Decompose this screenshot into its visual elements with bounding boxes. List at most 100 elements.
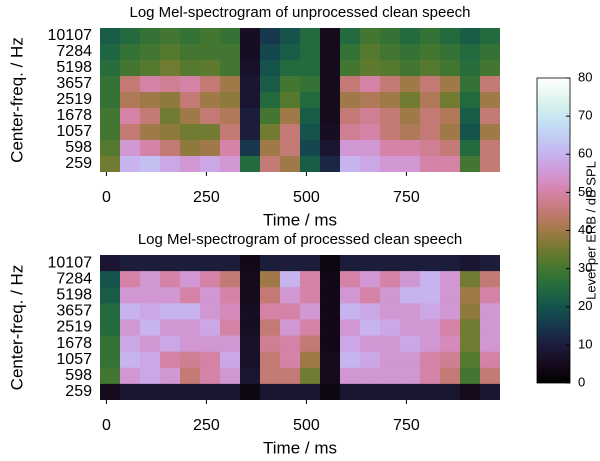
x-tick-label: 250 — [193, 417, 220, 434]
cell — [340, 303, 361, 320]
cell — [480, 140, 500, 157]
cell — [320, 156, 341, 172]
cell — [260, 28, 281, 45]
cell — [440, 287, 461, 304]
cell — [260, 383, 281, 400]
cell — [300, 271, 321, 288]
cell — [100, 303, 121, 320]
cell — [380, 140, 401, 157]
cell — [300, 156, 321, 172]
x-axis-label: Time / ms — [263, 438, 337, 457]
cell — [380, 44, 401, 61]
cell — [280, 156, 301, 172]
cell — [320, 383, 341, 400]
cell — [280, 92, 301, 109]
y-axis-label: Center-freq. / Hz — [7, 265, 26, 391]
cell — [160, 108, 181, 125]
cell — [320, 92, 341, 109]
cell — [220, 108, 241, 125]
cell — [220, 271, 241, 288]
cell — [340, 156, 361, 172]
cell — [100, 335, 121, 353]
chart-title: Log Mel-spectrogram of unprocessed clean… — [129, 4, 470, 21]
cell — [360, 28, 381, 45]
cell — [180, 124, 201, 141]
cell — [380, 383, 401, 400]
cell — [320, 108, 341, 125]
cell — [300, 60, 321, 77]
cell — [300, 140, 321, 157]
colorbar-tick-label: 20 — [578, 298, 592, 313]
cell — [440, 140, 461, 157]
cell — [460, 76, 481, 93]
cell — [460, 108, 481, 125]
cell — [260, 124, 281, 141]
cell — [300, 383, 321, 400]
y-tick-label: 10107 — [48, 27, 93, 44]
cell — [160, 124, 181, 141]
cell — [220, 156, 241, 172]
cell — [220, 383, 241, 400]
y-tick-label: 5198 — [56, 59, 92, 76]
cell — [300, 303, 321, 320]
cell — [380, 255, 401, 272]
cell — [460, 287, 481, 304]
cell — [120, 271, 141, 288]
cell — [480, 303, 500, 320]
cell — [480, 124, 500, 141]
cell — [320, 287, 341, 304]
cell — [140, 319, 161, 337]
cell — [340, 319, 361, 337]
cell — [120, 156, 141, 172]
cell — [440, 271, 461, 288]
cell — [480, 76, 500, 93]
cell — [140, 255, 161, 272]
cell — [180, 335, 201, 353]
cell — [280, 124, 301, 141]
cell — [200, 383, 221, 400]
cell — [200, 271, 221, 288]
cell — [120, 335, 141, 353]
cell — [280, 140, 301, 157]
cell — [460, 255, 481, 272]
cell — [260, 351, 281, 369]
cell — [440, 303, 461, 320]
cell — [380, 319, 401, 337]
cell — [240, 351, 261, 369]
cell — [280, 383, 301, 400]
cell — [320, 335, 341, 353]
cell — [480, 92, 500, 109]
cell — [420, 335, 441, 353]
cell — [120, 60, 141, 77]
cell — [420, 76, 441, 93]
cell — [160, 92, 181, 109]
cell — [280, 255, 301, 272]
x-tick-label: 500 — [293, 189, 320, 206]
x-axis-label: Time / ms — [263, 210, 337, 229]
cell — [240, 255, 261, 272]
cell — [400, 319, 421, 337]
cell — [460, 124, 481, 141]
cell — [340, 271, 361, 288]
cell — [460, 44, 481, 61]
cell — [300, 255, 321, 272]
cell — [180, 303, 201, 320]
cell — [260, 287, 281, 304]
cell — [240, 319, 261, 337]
cell — [400, 44, 421, 61]
cell — [400, 351, 421, 369]
cell — [320, 124, 341, 141]
cell — [140, 60, 161, 77]
cell — [420, 140, 441, 157]
cell — [360, 271, 381, 288]
cell — [240, 303, 261, 320]
cell — [240, 124, 261, 141]
y-tick-label: 10107 — [48, 254, 93, 271]
cell — [460, 92, 481, 109]
cell — [200, 124, 221, 141]
cell — [160, 367, 181, 385]
cell — [320, 76, 341, 93]
cell — [180, 44, 201, 61]
cell — [180, 383, 201, 400]
cell — [220, 287, 241, 304]
